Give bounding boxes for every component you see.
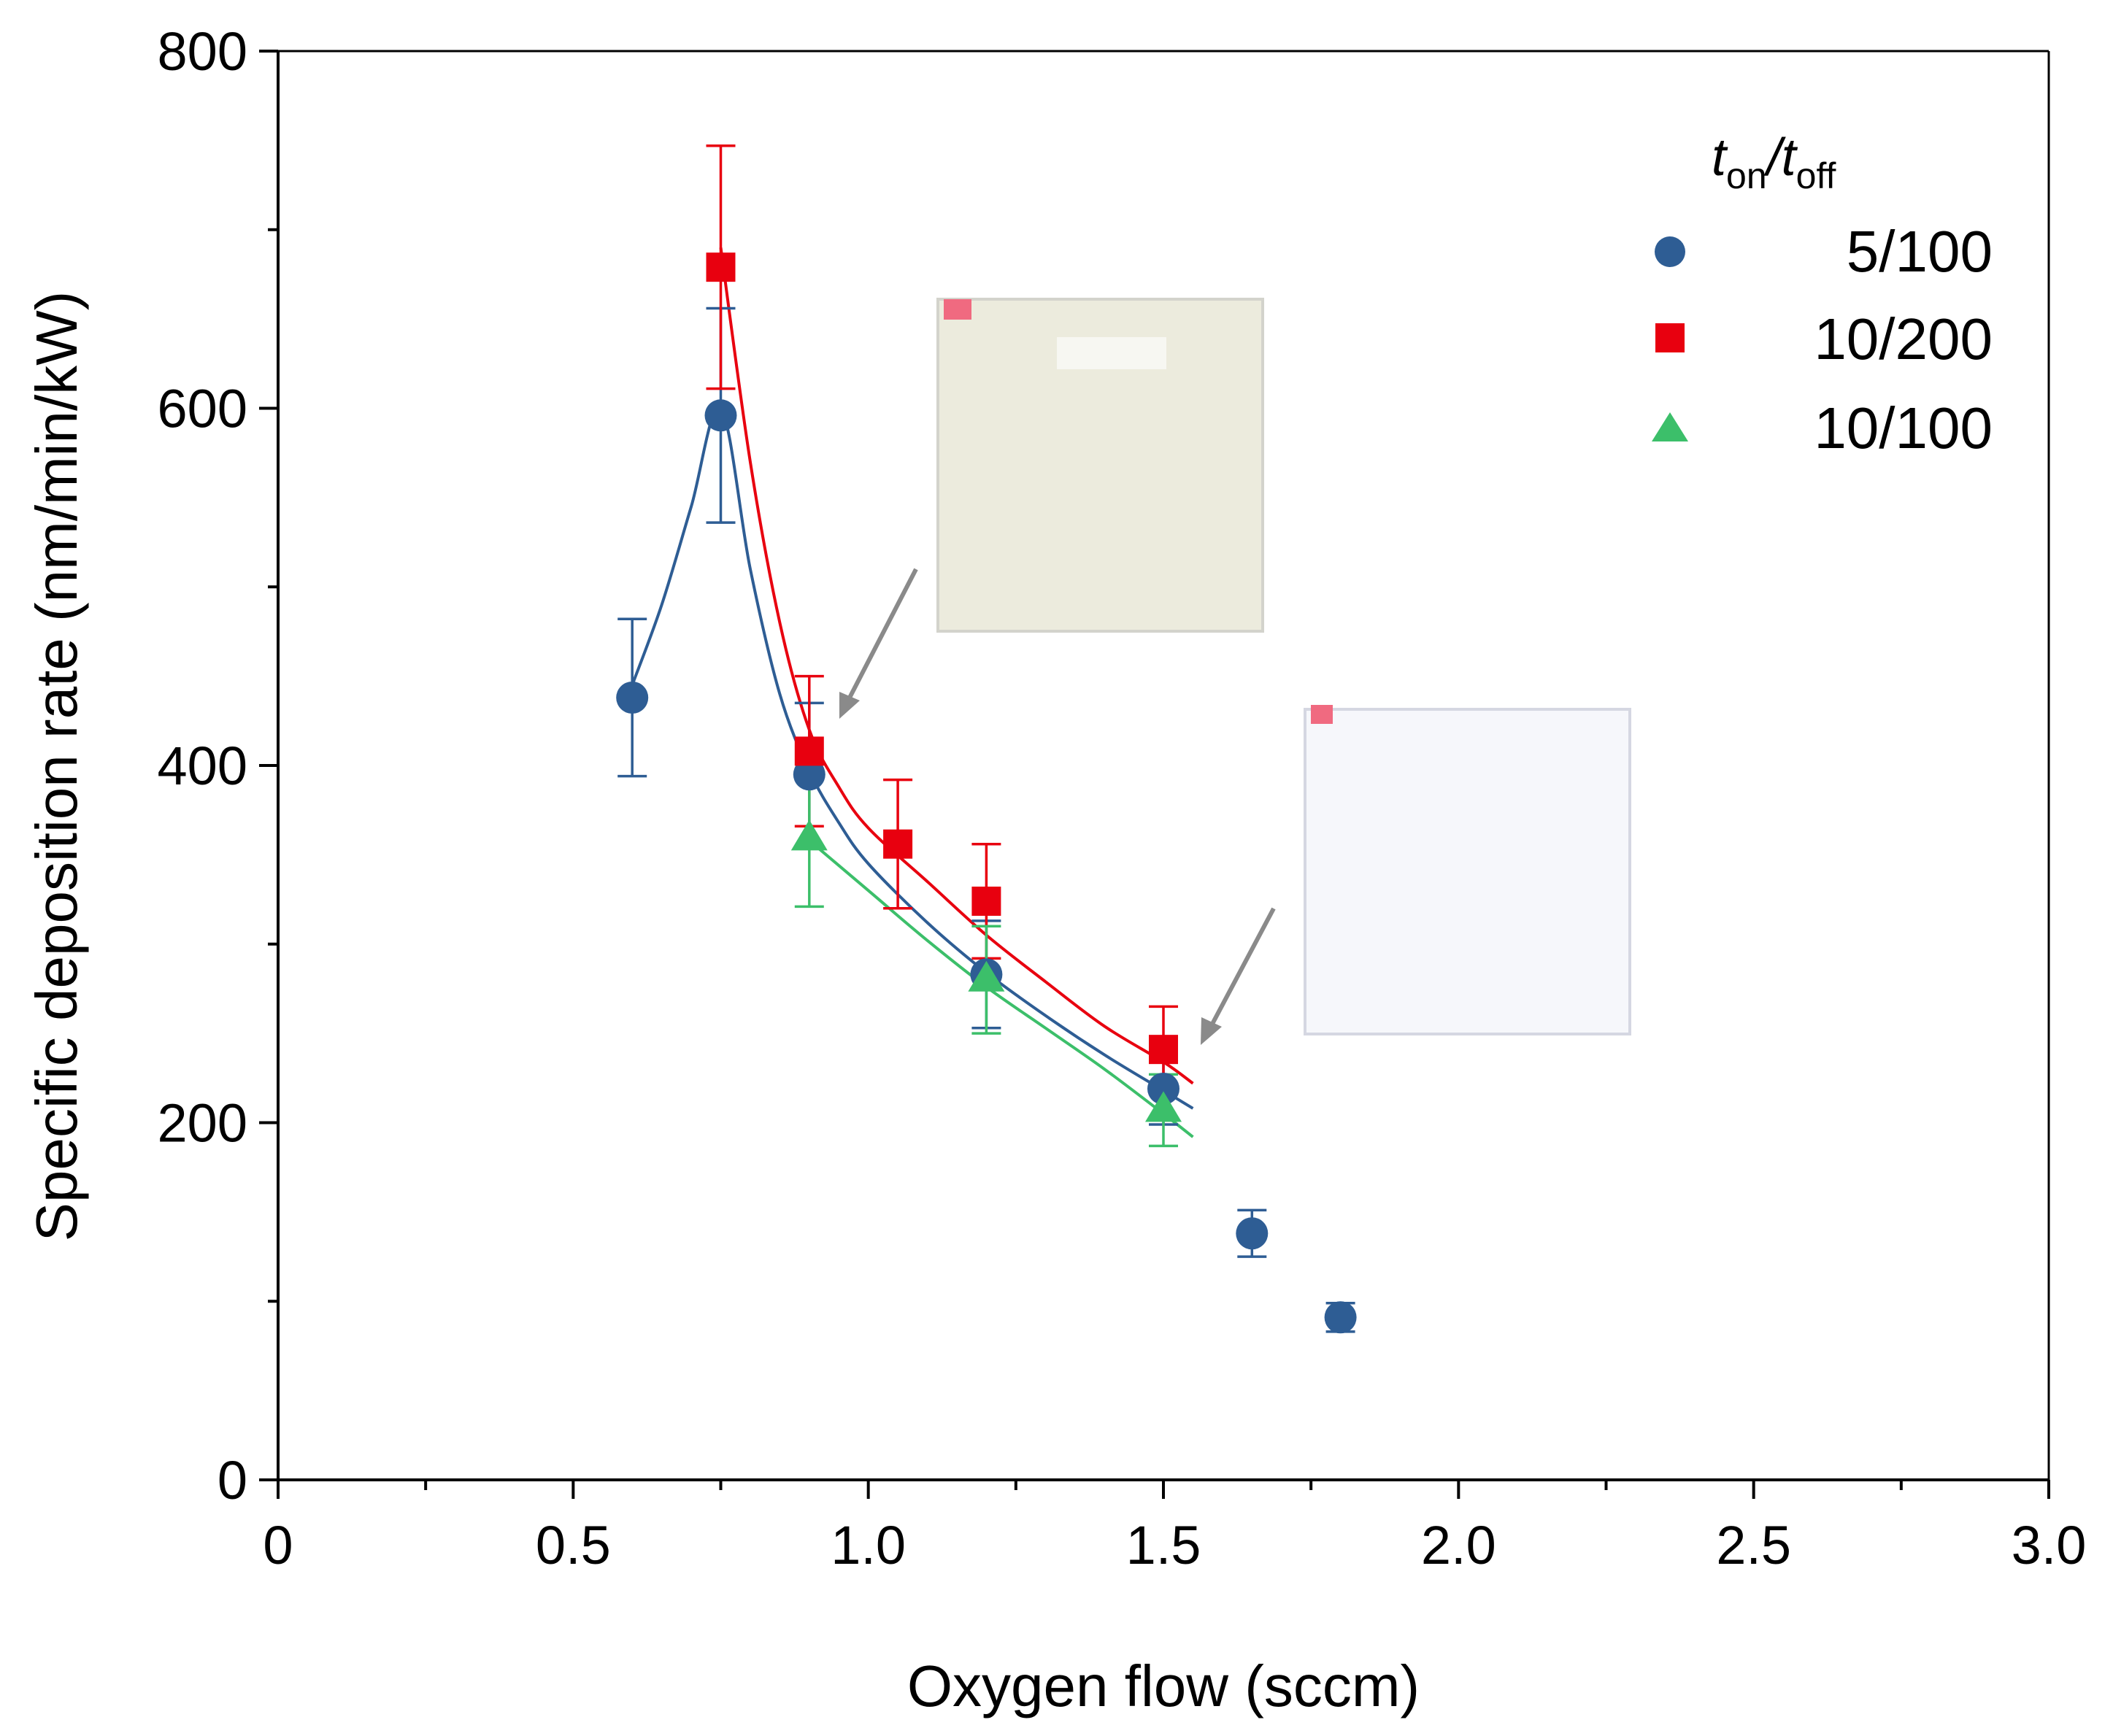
x-tick-label: 2.5	[1716, 1515, 1791, 1575]
data-point-square	[883, 829, 913, 859]
x-tick-label: 0.5	[536, 1515, 611, 1575]
data-point-circle	[704, 399, 737, 432]
x-tick-label: 1.5	[1126, 1515, 1201, 1575]
x-tick-label: 0	[263, 1515, 293, 1575]
legend-marker-10-100	[1652, 412, 1688, 441]
inset-arrows	[839, 568, 1276, 1045]
y-axis-ticks: 0 200 400 600 800	[158, 21, 278, 1511]
x-axis-title: Oxygen flow (sccm)	[907, 1654, 1420, 1718]
x-tick-label: 2.0	[1421, 1515, 1496, 1575]
y-tick-label: 800	[158, 21, 247, 82]
data-point-triangle	[968, 960, 1005, 992]
data-point-circle	[1147, 1072, 1179, 1105]
inset-photo-transparent-sample	[1304, 705, 1631, 1035]
data-point-circle	[793, 758, 825, 791]
data-point-square	[971, 887, 1001, 917]
data-point-triangle	[1145, 1091, 1182, 1122]
y-tick-label: 400	[158, 736, 247, 796]
data-point-circle	[1324, 1301, 1357, 1334]
y-tick-label: 200	[158, 1093, 247, 1154]
data-point-circle	[1236, 1217, 1269, 1250]
y-tick-label: 600	[158, 379, 247, 439]
data-markers	[616, 252, 1357, 1334]
legend-label-10-100: 10/100	[1814, 396, 1993, 460]
data-point-square	[706, 252, 736, 282]
legend-title: ton/toff	[1712, 128, 1836, 196]
data-point-square	[1149, 1035, 1178, 1065]
y-tick-label: 0	[218, 1450, 247, 1511]
plot-frame	[277, 50, 2050, 1481]
fit-curve-line	[808, 839, 1194, 1138]
x-tick-label: 1.0	[831, 1515, 906, 1575]
inset-photo-opaque-sample	[936, 298, 1264, 633]
legend-marker-10-200	[1655, 323, 1685, 352]
x-tick-label: 3.0	[2012, 1515, 2087, 1575]
legend: ton/toff 5/100 10/200 10/100	[1652, 128, 1993, 460]
legend-label-10-200: 10/200	[1814, 306, 1993, 371]
legend-label-5-100: 5/100	[1847, 219, 1993, 284]
y-axis-title: Specific deposition rate (nm/min/kW)	[24, 291, 89, 1242]
data-point-triangle	[790, 819, 828, 851]
data-point-circle	[616, 681, 649, 714]
x-axis-ticks: 0 0.5 1.0 1.5 2.0 2.5 3.0	[263, 1480, 2086, 1575]
fit-curve-line	[719, 247, 1194, 1085]
data-point-square	[794, 736, 824, 766]
legend-marker-5-100	[1655, 236, 1685, 267]
